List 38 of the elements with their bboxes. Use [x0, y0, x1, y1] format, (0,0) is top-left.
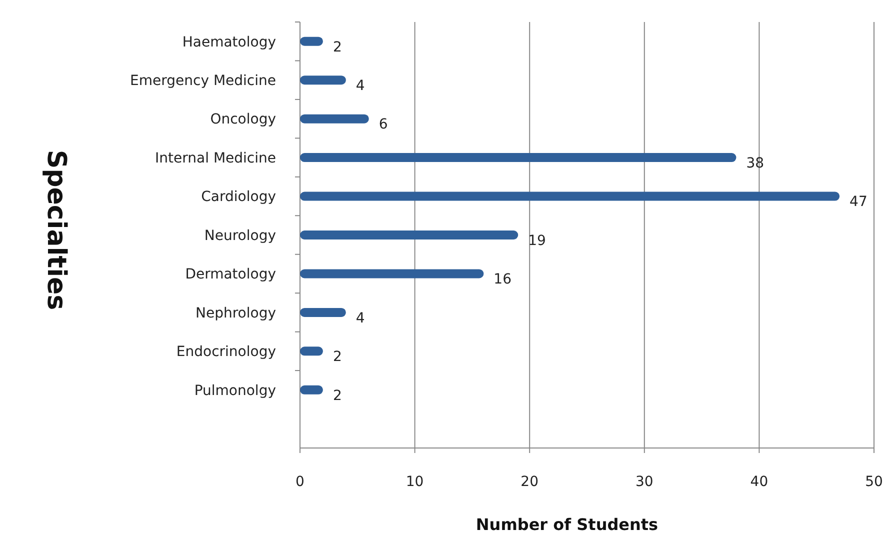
bar: [300, 269, 484, 278]
bar: [300, 385, 323, 394]
data-label: 2: [332, 349, 342, 366]
bar: [300, 153, 736, 162]
x-tick-label: 20: [520, 474, 539, 490]
x-tick-label: 40: [750, 474, 768, 490]
y-tick-label: Internal Medicine: [155, 150, 276, 166]
y-axis-title: Specialties: [41, 150, 71, 310]
data-label: 47: [850, 194, 868, 210]
bar: [300, 114, 369, 124]
y-tick-label: Haematology: [182, 34, 276, 50]
bar: [300, 36, 323, 46]
y-tick-label: Endocrinology: [176, 344, 276, 360]
y-tick-label: Pulmonolgy: [194, 382, 276, 399]
bar: [300, 308, 346, 317]
data-label: 2: [332, 39, 342, 56]
x-tick-label: 10: [406, 474, 424, 490]
data-label: 6: [378, 116, 388, 133]
x-tick-label: 50: [865, 474, 883, 490]
data-label: 19: [528, 232, 546, 249]
data-label: 4: [356, 310, 365, 326]
bar: [300, 230, 518, 240]
data-label: 4: [356, 78, 365, 94]
x-tick-label: 30: [635, 474, 654, 490]
y-tick-label: Oncology: [210, 112, 276, 128]
bar: [300, 346, 323, 356]
bar: [300, 192, 840, 201]
y-tick-label: Nephrology: [196, 305, 276, 322]
y-tick-label: Emergency Medicine: [130, 72, 276, 89]
y-tick-label: Dermatology: [185, 266, 276, 283]
bar: [300, 76, 346, 85]
x-tick-label: 0: [296, 474, 304, 490]
data-label: 38: [746, 155, 764, 172]
data-label: 16: [494, 272, 512, 288]
x-axis-title: Number of Students: [476, 515, 658, 534]
y-tick-label: Neurology: [204, 228, 276, 244]
y-tick-label: Cardiology: [201, 189, 276, 206]
data-label: 2: [332, 388, 342, 404]
